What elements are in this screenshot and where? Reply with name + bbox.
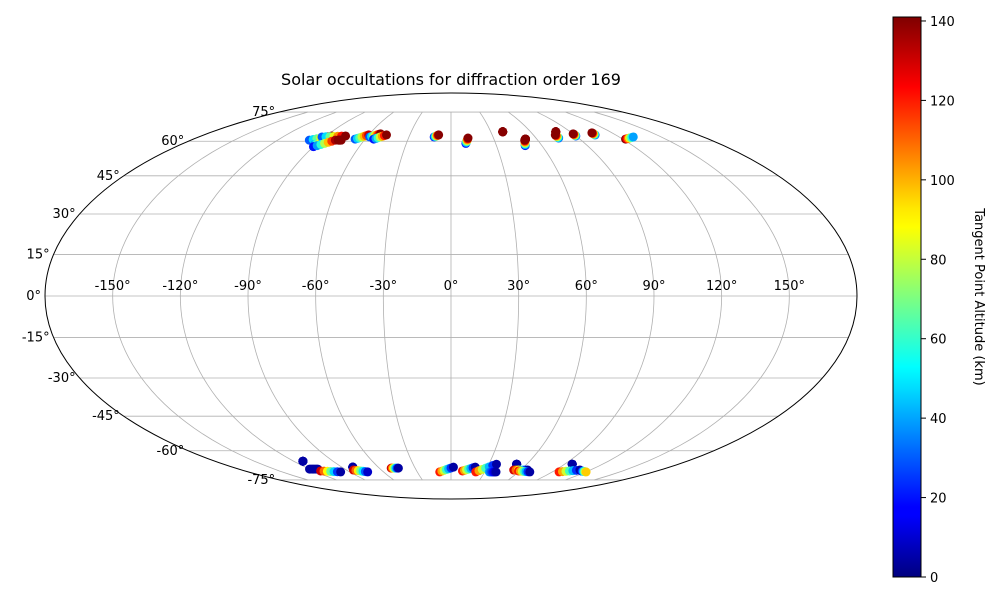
lon-tick-label: -60° bbox=[302, 279, 330, 294]
meridian-line bbox=[179, 111, 337, 481]
map-boundary bbox=[44, 92, 858, 500]
colorbar-ticks: 0 20 40 60 80 100 120 140 bbox=[921, 15, 955, 586]
lat-tick-label: -75° bbox=[247, 473, 275, 488]
lat-tick-label: 60° bbox=[161, 134, 184, 149]
occultation-point bbox=[336, 135, 346, 145]
occultation-point bbox=[336, 467, 346, 477]
occultation-point bbox=[628, 132, 638, 142]
lon-tick-label: -90° bbox=[234, 279, 262, 294]
occultation-point bbox=[551, 127, 561, 137]
occultation-point bbox=[491, 467, 501, 477]
lat-tick-label: 30° bbox=[53, 207, 76, 222]
colorbar-tick-label: 80 bbox=[930, 253, 947, 268]
lon-tick-label: 30° bbox=[507, 279, 530, 294]
lat-tick-label: 75° bbox=[252, 105, 275, 120]
occultation-point bbox=[520, 134, 530, 144]
lat-tick-label: 15° bbox=[27, 247, 50, 262]
lon-tick-label: -30° bbox=[369, 279, 397, 294]
lat-tick-label: 45° bbox=[97, 169, 120, 184]
graticule bbox=[45, 111, 857, 481]
occultation-point bbox=[363, 467, 373, 477]
lat-tick-label: -15° bbox=[22, 331, 50, 346]
lon-tick-label: 120° bbox=[706, 279, 737, 294]
lat-tick-label: -45° bbox=[92, 409, 120, 424]
longitude-tick-labels: -150° -120° -90° -60° -30° 0° 30° 60° 90° 120° 150… bbox=[95, 279, 805, 294]
meridian-line bbox=[508, 111, 587, 481]
occultation-point bbox=[448, 462, 458, 472]
occultation-point bbox=[298, 456, 308, 466]
occultation-point bbox=[525, 467, 535, 477]
meridian-line bbox=[112, 111, 308, 481]
colorbar-tick-label: 100 bbox=[930, 174, 955, 189]
colorbar-tick-label: 20 bbox=[930, 492, 947, 507]
occultation-point bbox=[498, 127, 508, 137]
lat-tick-label: 0° bbox=[26, 289, 41, 304]
meridian-line bbox=[382, 111, 423, 481]
colorbar bbox=[892, 16, 922, 578]
colorbar-tick-label: 120 bbox=[930, 94, 955, 109]
lat-tick-label: -60° bbox=[157, 444, 185, 459]
lon-tick-label: -150° bbox=[95, 279, 131, 294]
occultation-point bbox=[568, 129, 578, 139]
latitude-tick-labels: 75° 60° 45° 30° 15° 0° -15° -30° -45° -60° -75° bbox=[22, 105, 275, 488]
occultation-point bbox=[587, 128, 597, 138]
colorbar-tick-label: 0 bbox=[930, 571, 938, 586]
occultation-point bbox=[393, 463, 403, 473]
occultation-point bbox=[434, 130, 444, 140]
meridian-line bbox=[594, 111, 790, 481]
lon-tick-label: 150° bbox=[774, 279, 805, 294]
lon-tick-label: 60° bbox=[575, 279, 598, 294]
occultation-point bbox=[382, 130, 391, 140]
lat-tick-label: -30° bbox=[48, 371, 76, 386]
lon-tick-label: 0° bbox=[444, 279, 459, 294]
meridian-line bbox=[315, 111, 394, 481]
meridian-line bbox=[536, 111, 655, 481]
colorbar-label: Tangent Point Altitude (km) bbox=[971, 207, 986, 385]
colorbar-tick-label: 140 bbox=[930, 15, 955, 30]
colorbar-tick-label: 60 bbox=[930, 333, 947, 348]
lon-tick-label: -120° bbox=[162, 279, 198, 294]
occultation-point bbox=[491, 459, 501, 469]
meridian-line bbox=[247, 111, 366, 481]
occultation-point bbox=[463, 133, 473, 143]
occultation-point bbox=[581, 467, 591, 477]
colorbar-tick-label: 40 bbox=[930, 412, 947, 427]
lon-tick-label: 90° bbox=[642, 279, 665, 294]
chart-title: Solar occultations for diffraction order… bbox=[281, 70, 621, 89]
meridian-line bbox=[479, 111, 520, 481]
occultation-points bbox=[298, 127, 638, 477]
meridian-line bbox=[565, 111, 723, 481]
